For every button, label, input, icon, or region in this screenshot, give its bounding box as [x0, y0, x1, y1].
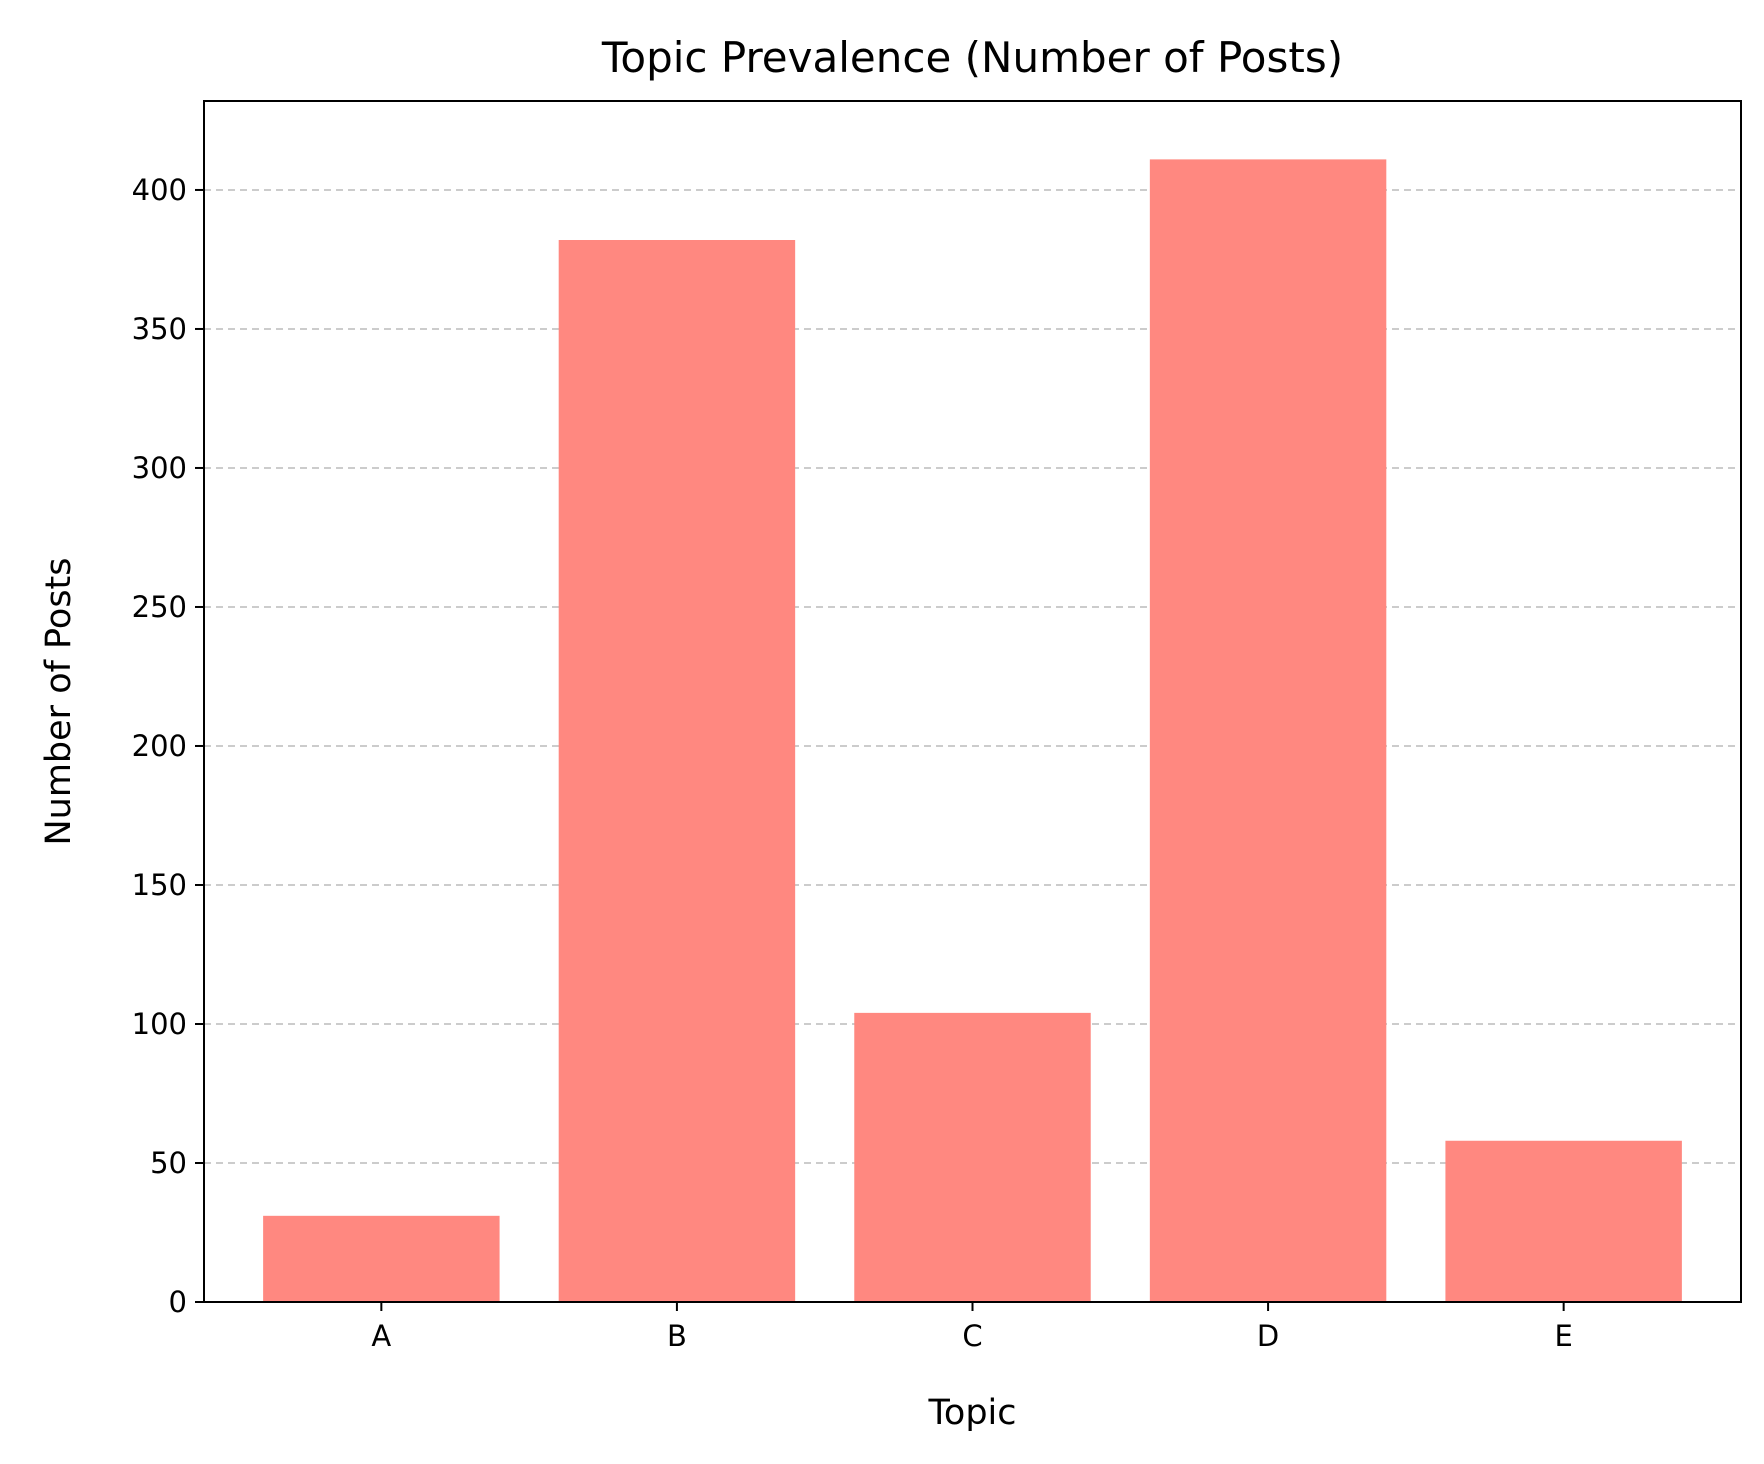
bars — [263, 159, 1682, 1302]
x-tick-label: A — [371, 1319, 391, 1353]
x-axis-title: Topic — [927, 1393, 1016, 1433]
y-tick-label: 250 — [132, 590, 187, 624]
y-tick-label: 350 — [132, 312, 187, 346]
y-tick-label: 100 — [132, 1007, 187, 1041]
y-tick-label: 400 — [132, 173, 187, 207]
y-axis-title: Number of Posts — [39, 557, 79, 845]
y-tick-label: 200 — [132, 729, 187, 763]
x-tick-label: E — [1554, 1319, 1572, 1353]
y-tick-label: 300 — [132, 451, 187, 485]
y-axis-ticks: 0 50 100 150 200 250 300 350 400 — [132, 173, 204, 1319]
bar-d — [1149, 159, 1387, 1302]
bar-a — [263, 1215, 500, 1302]
y-tick-label: 50 — [150, 1146, 187, 1180]
bar-b — [558, 240, 796, 1302]
chart-title: Topic Prevalence (Number of Posts) — [601, 33, 1343, 82]
x-axis-ticks: A B C D E — [371, 1302, 1573, 1353]
bar-c — [854, 1012, 1091, 1302]
x-tick-label: C — [962, 1319, 982, 1353]
x-tick-label: B — [667, 1319, 687, 1353]
bar-e — [1445, 1140, 1682, 1302]
y-tick-label: 150 — [132, 868, 187, 902]
x-tick-label: D — [1257, 1319, 1279, 1353]
y-tick-label: 0 — [169, 1285, 187, 1319]
